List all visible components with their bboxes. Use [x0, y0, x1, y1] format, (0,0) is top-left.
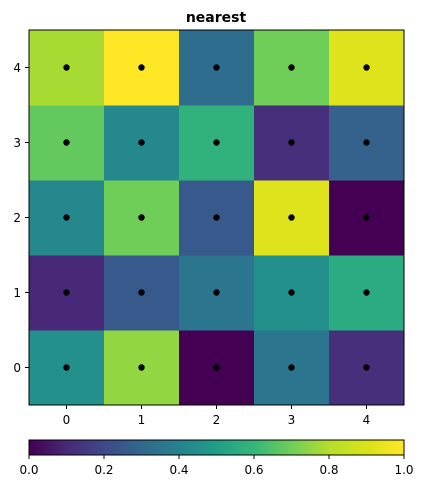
colorbar-tick-label: 0.4: [169, 463, 188, 477]
grid-point-marker: [363, 214, 370, 221]
x-tick-label: 0: [63, 413, 71, 427]
grid-point-marker: [138, 214, 145, 221]
y-tick-label: 3: [13, 136, 21, 150]
grid-point-marker: [363, 289, 370, 296]
colorbar-tick-label: 1.0: [394, 463, 413, 477]
grid-point-marker: [288, 289, 295, 296]
colorbar-ticks: 0.0 0.2 0.4 0.6 0.8 1.0: [19, 455, 414, 477]
heatmap-cells: [29, 30, 405, 406]
y-tick-label: 1: [13, 286, 21, 300]
grid-point-marker: [138, 139, 145, 146]
grid-point-marker: [63, 289, 70, 296]
y-tick-label: 2: [13, 211, 21, 225]
grid-point-marker: [63, 364, 70, 371]
grid-point-marker: [213, 214, 220, 221]
grid-point-marker: [213, 139, 220, 146]
colorbar-tick-label: 0.2: [94, 463, 113, 477]
grid-point-marker: [363, 364, 370, 371]
colorbar-tick-label: 0.0: [19, 463, 38, 477]
colorbar-tick-label: 0.8: [319, 463, 338, 477]
y-tick-label: 0: [13, 361, 21, 375]
grid-point-marker: [363, 139, 370, 146]
grid-point-marker: [213, 289, 220, 296]
x-tick-label: 1: [138, 413, 146, 427]
grid-point-marker: [138, 364, 145, 371]
grid-point-marker: [213, 64, 220, 71]
grid-point-marker: [63, 139, 70, 146]
grid-point-marker: [288, 214, 295, 221]
y-axis: 0 1 2 3 4: [13, 61, 29, 375]
chart-title: nearest: [186, 10, 247, 26]
grid-point-markers: [63, 64, 370, 371]
grid-point-marker: [138, 289, 145, 296]
x-axis: 0 1 2 3 4: [63, 405, 371, 427]
grid-point-marker: [63, 214, 70, 221]
grid-point-marker: [363, 64, 370, 71]
colorbar-tick-label: 0.6: [244, 463, 263, 477]
x-tick-label: 2: [213, 413, 221, 427]
grid-point-marker: [138, 64, 145, 71]
x-tick-label: 4: [363, 413, 371, 427]
colorbar: [28, 439, 405, 456]
grid-point-marker: [63, 64, 70, 71]
grid-point-marker: [288, 139, 295, 146]
grid-point-marker: [213, 364, 220, 371]
y-tick-label: 4: [13, 61, 21, 75]
grid-point-marker: [288, 64, 295, 71]
grid-point-marker: [288, 364, 295, 371]
x-tick-label: 3: [288, 413, 296, 427]
